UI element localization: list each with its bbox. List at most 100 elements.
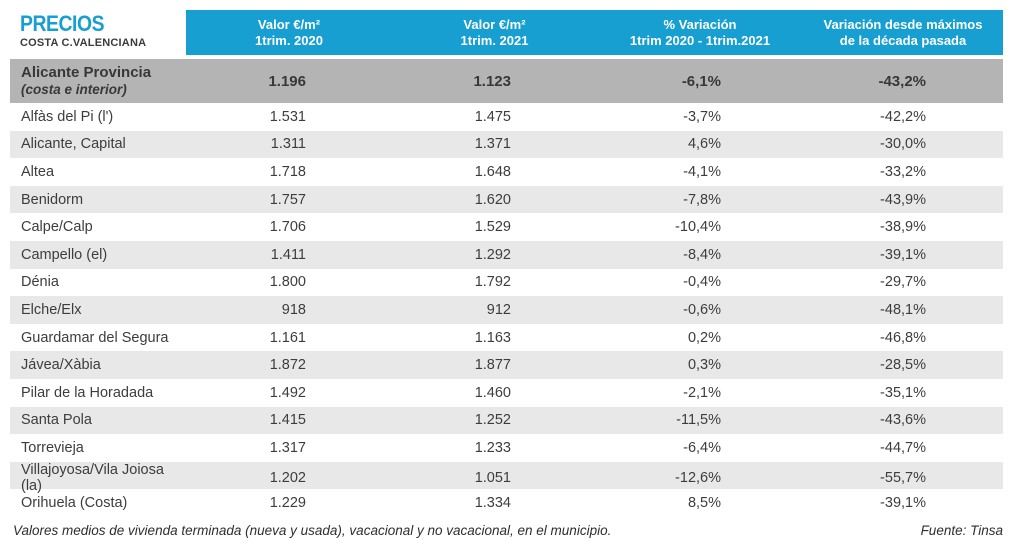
- value-cell: -8,4%: [683, 246, 721, 263]
- value-cell: 1.415: [269, 412, 306, 429]
- value-cell: 1.620: [474, 191, 511, 208]
- table-row: Calpe/Calp 1.706 1.529 -10,4% -38,9%: [10, 213, 1003, 241]
- value-cell: -46,8%: [880, 329, 926, 346]
- table-row: Pilar de la Horadada 1.492 1.460 -2,1% -35,1…: [10, 379, 1003, 407]
- value-cell: 1.529: [474, 219, 511, 236]
- column-header-line: 1trim 2020 - 1trim.2021: [629, 32, 771, 48]
- value-cell: -43,9%: [880, 191, 926, 208]
- table-body: Alfàs del Pi (l') 1.531 1.475 -3,7% -42,2% Al…: [10, 103, 1003, 517]
- value-cell: 1.877: [474, 357, 511, 374]
- table-row: Campello (el) 1.411 1.292 -8,4% -39,1%: [10, 240, 1003, 269]
- municipality-name: Jávea/Xàbia: [21, 357, 101, 374]
- value-cell: 1.311: [270, 136, 306, 153]
- source-credit: Fuente: Tinsa: [920, 523, 1003, 538]
- municipality-name: Altea: [21, 163, 55, 180]
- municipality-name: Guardamar del Segura: [21, 329, 169, 346]
- municipality-name: Villajoyosa/Vila Joiosa (la): [21, 461, 164, 494]
- municipality-name: Elche/Elx: [21, 301, 82, 318]
- value-cell: 1.233: [474, 439, 511, 456]
- value-cell: 0,3%: [687, 357, 721, 374]
- value-cell: 1.706: [269, 219, 306, 236]
- value-cell: 0,2%: [687, 329, 721, 346]
- municipality-name: Orihuela (Costa): [21, 495, 128, 512]
- value-cell: -0,4%: [683, 274, 721, 291]
- table-row: Guardamar del Segura 1.161 1.163 0,2% -46,8%: [10, 324, 1003, 352]
- value-cell: 918: [281, 301, 306, 318]
- municipality-name: Torrevieja: [21, 439, 84, 456]
- value-cell: -39,1%: [880, 495, 926, 512]
- value-cell: 1.648: [474, 163, 511, 180]
- summary-value-cell: 1.123: [473, 72, 511, 90]
- summary-name-line: Alicante Provincia: [21, 64, 152, 81]
- footnote: Valores medios de vivienda terminada (nu…: [13, 523, 612, 538]
- value-cell: -10,4%: [675, 219, 721, 236]
- table-row: Santa Pola 1.415 1.252 -11,5% -43,6%: [10, 406, 1003, 435]
- summary-name-note: (costa e interior): [21, 82, 127, 97]
- column-header-line: Variación desde máximos: [823, 16, 983, 32]
- value-cell: 4,6%: [687, 136, 721, 153]
- logo: PRECIOS COSTA C.VALENCIANA: [20, 11, 147, 50]
- table-row: Dénia 1.800 1.792 -0,4% -29,7%: [10, 269, 1003, 297]
- value-cell: 1.492: [269, 384, 306, 401]
- value-cell: -33,2%: [880, 163, 926, 180]
- footer: Valores medios de vivienda terminada (nu…: [13, 523, 1003, 538]
- value-cell: -43,6%: [880, 412, 926, 429]
- page-title: PRECIOS: [20, 11, 105, 36]
- column-header-valor-2020: Valor €/m² 1trim. 2020: [186, 10, 392, 55]
- value-cell: 1.531: [269, 108, 306, 125]
- municipality-name: Alicante, Capital: [21, 136, 126, 153]
- value-cell: -29,7%: [880, 274, 926, 291]
- value-cell: -38,9%: [880, 219, 926, 236]
- table-row: Villajoyosa/Vila Joiosa (la) 1.202 1.051 -1…: [10, 461, 1003, 494]
- municipality-name: Santa Pola: [21, 412, 92, 429]
- value-cell: 1.229: [269, 495, 306, 512]
- table-row: Elche/Elx 918 912 -0,6% -48,1%: [10, 296, 1003, 324]
- value-cell: -4,1%: [683, 163, 721, 180]
- column-header-variacion-maximos: Variación desde máximos de la década pas…: [803, 10, 1003, 55]
- value-cell: 8,5%: [687, 495, 721, 512]
- table-row: Orihuela (Costa) 1.229 1.334 8,5% -39,1%: [10, 489, 1003, 517]
- value-cell: 1.757: [269, 191, 306, 208]
- column-header-variacion: % Variación 1trim 2020 - 1trim.2021: [597, 10, 803, 55]
- value-cell: 1.460: [474, 384, 511, 401]
- value-cell: 1.317: [269, 439, 306, 456]
- value-cell: 1.202: [269, 469, 306, 486]
- value-cell: -48,1%: [880, 301, 926, 318]
- value-cell: -0,6%: [683, 301, 721, 318]
- table-header-row: Valor €/m² 1trim. 2020 Valor €/m² 1trim.…: [186, 10, 1003, 55]
- value-cell: -11,5%: [676, 412, 721, 429]
- page-subtitle: COSTA C.VALENCIANA: [20, 37, 147, 49]
- municipality-name: Benidorm: [21, 191, 84, 208]
- value-cell: 1.475: [474, 108, 511, 125]
- value-cell: 1.163: [474, 329, 511, 346]
- value-cell: -2,1%: [683, 384, 721, 401]
- value-cell: 1.411: [270, 246, 306, 263]
- column-header-valor-2021: Valor €/m² 1trim. 2021: [392, 10, 597, 55]
- municipality-name: Alfàs del Pi (l'): [21, 108, 114, 125]
- value-cell: 1.334: [474, 495, 511, 512]
- value-cell: -44,7%: [880, 439, 926, 456]
- value-cell: 1.371: [474, 136, 511, 153]
- value-cell: -6,4%: [683, 439, 721, 456]
- value-cell: -3,7%: [683, 108, 721, 125]
- municipality-name: Dénia: [21, 274, 59, 291]
- value-cell: 1.161: [269, 329, 306, 346]
- summary-row: Alicante Provincia (costa e interior) 1.…: [10, 59, 1003, 103]
- value-cell: -30,0%: [880, 136, 926, 153]
- municipality-name: Pilar de la Horadada: [21, 384, 154, 401]
- value-cell: -42,2%: [880, 108, 926, 125]
- value-cell: -39,1%: [880, 246, 926, 263]
- value-cell: 1.800: [269, 274, 306, 291]
- value-cell: -12,6%: [675, 469, 721, 486]
- value-cell: 1.292: [474, 246, 511, 263]
- column-header-line: Valor €/m²: [257, 16, 321, 32]
- summary-value-cell: 1.196: [268, 72, 306, 90]
- summary-municipality-name: Alicante Provincia (costa e interior): [10, 59, 186, 103]
- municipality-name: Calpe/Calp: [21, 219, 93, 236]
- value-cell: 1.792: [474, 274, 511, 291]
- value-cell: 1.051: [474, 469, 511, 486]
- table-row: Altea 1.718 1.648 -4,1% -33,2%: [10, 158, 1003, 186]
- table-row: Jávea/Xàbia 1.872 1.877 0,3% -28,5%: [10, 351, 1003, 379]
- value-cell: 1.252: [474, 412, 511, 429]
